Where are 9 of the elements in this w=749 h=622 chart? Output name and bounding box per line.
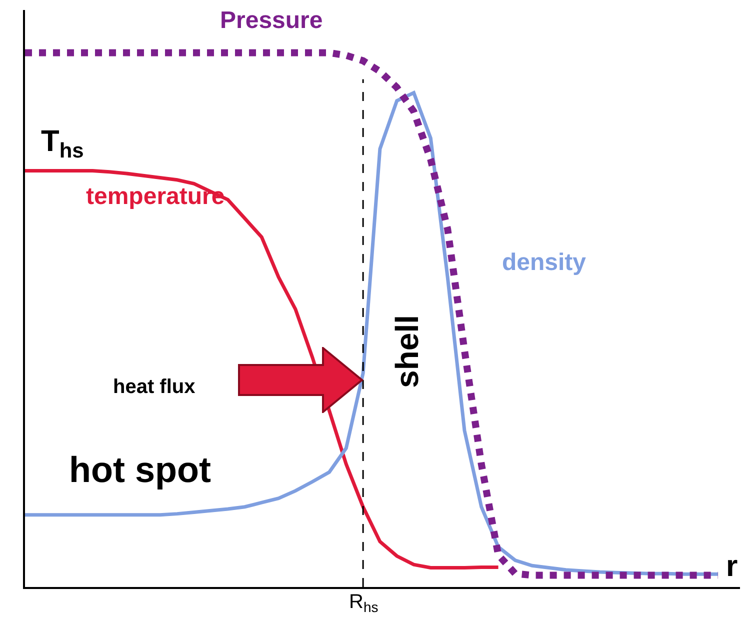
- annotation: T$_{hs}$: [41, 125, 84, 162]
- text: R$_{hs}$: [349, 591, 378, 616]
- text: density: [502, 249, 587, 276]
- series-label: Pressure: [220, 7, 323, 34]
- series-label: temperature: [86, 183, 225, 210]
- annotation: heat flux: [113, 376, 196, 398]
- annotation: shell: [389, 315, 426, 388]
- x-axis-title: r: [726, 550, 738, 583]
- annotation: hot spot: [69, 449, 211, 490]
